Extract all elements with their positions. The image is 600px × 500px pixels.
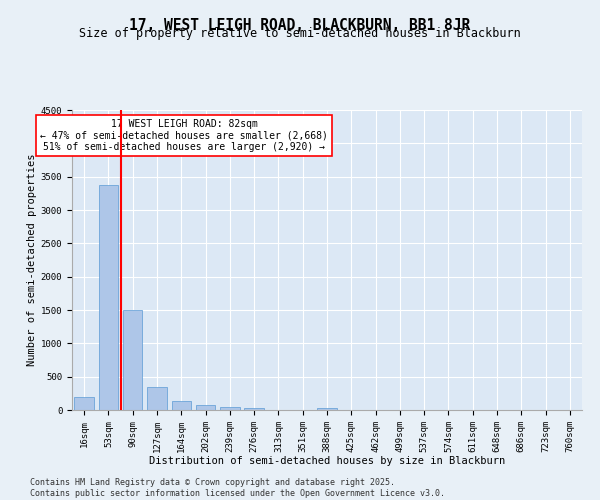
X-axis label: Distribution of semi-detached houses by size in Blackburn: Distribution of semi-detached houses by …: [149, 456, 505, 466]
Bar: [172, 400, 191, 410]
Bar: [123, 310, 142, 410]
Text: Size of property relative to semi-detached houses in Blackburn: Size of property relative to semi-detach…: [79, 28, 521, 40]
Text: Contains HM Land Registry data © Crown copyright and database right 2025.
Contai: Contains HM Land Registry data © Crown c…: [30, 478, 445, 498]
Bar: [317, 408, 337, 410]
Text: 17 WEST LEIGH ROAD: 82sqm
← 47% of semi-detached houses are smaller (2,668)
51% : 17 WEST LEIGH ROAD: 82sqm ← 47% of semi-…: [40, 119, 328, 152]
Bar: [244, 408, 264, 410]
Bar: [220, 407, 239, 410]
Bar: [99, 184, 118, 410]
Text: 17, WEST LEIGH ROAD, BLACKBURN, BB1 8JR: 17, WEST LEIGH ROAD, BLACKBURN, BB1 8JR: [130, 18, 470, 32]
Bar: [196, 404, 215, 410]
Bar: [147, 386, 167, 410]
Bar: [74, 396, 94, 410]
Y-axis label: Number of semi-detached properties: Number of semi-detached properties: [26, 154, 37, 366]
